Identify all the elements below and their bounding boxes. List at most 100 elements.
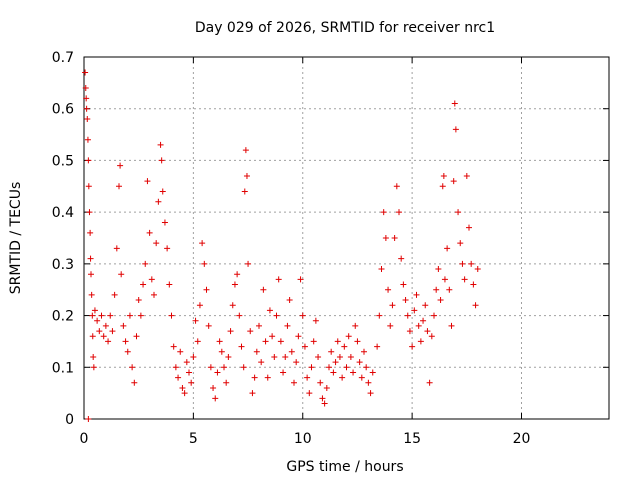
- data-point: [426, 379, 433, 386]
- data-point: [328, 348, 335, 355]
- data-point: [161, 219, 168, 226]
- data-point: [448, 322, 455, 329]
- data-point: [323, 384, 330, 391]
- data-point: [301, 343, 308, 350]
- data-point: [295, 333, 302, 340]
- y-tick-label: 0.7: [52, 50, 74, 66]
- data-point: [334, 338, 341, 345]
- data-point: [205, 322, 212, 329]
- data-point: [158, 157, 165, 164]
- data-point: [177, 348, 184, 355]
- data-point: [83, 95, 90, 102]
- data-point: [148, 276, 155, 283]
- data-point: [251, 374, 258, 381]
- data-point: [310, 338, 317, 345]
- data-point: [441, 276, 448, 283]
- data-point: [277, 338, 284, 345]
- data-point: [144, 178, 151, 185]
- data-point: [82, 85, 89, 92]
- data-point: [440, 172, 447, 179]
- data-point: [137, 312, 144, 319]
- data-point: [411, 307, 418, 314]
- data-point: [376, 312, 383, 319]
- data-point: [297, 276, 304, 283]
- data-point: [380, 209, 387, 216]
- data-point: [190, 353, 197, 360]
- data-point: [396, 209, 402, 216]
- data-point: [118, 271, 125, 278]
- data-point: [459, 260, 466, 267]
- data-point: [347, 353, 354, 360]
- data-point: [240, 364, 247, 371]
- data-point: [117, 162, 124, 169]
- data-point: [413, 291, 420, 298]
- data-point: [398, 255, 405, 262]
- data-point: [91, 307, 98, 314]
- data-point: [116, 183, 122, 190]
- data-point: [129, 364, 136, 371]
- data-point: [417, 338, 424, 345]
- data-point: [363, 364, 370, 371]
- data-point: [446, 286, 453, 293]
- data-point: [343, 364, 350, 371]
- data-point: [391, 235, 398, 241]
- data-point: [336, 353, 343, 360]
- data-point: [100, 333, 107, 340]
- x-tick-label: 20: [513, 431, 531, 447]
- data-point: [107, 312, 114, 319]
- data-point: [212, 395, 219, 402]
- data-point: [450, 178, 457, 185]
- data-point: [341, 343, 348, 350]
- data-point: [304, 374, 311, 381]
- x-tick-label: 15: [403, 431, 421, 447]
- data-point: [361, 348, 367, 355]
- data-point: [253, 348, 260, 355]
- y-tick-label: 0.4: [52, 205, 74, 221]
- data-point: [142, 260, 149, 267]
- data-point: [192, 317, 199, 324]
- data-point: [155, 198, 162, 205]
- data-point: [166, 281, 173, 288]
- data-point: [406, 328, 413, 335]
- data-point: [227, 328, 234, 335]
- data-point: [472, 302, 479, 309]
- data-point: [245, 260, 252, 267]
- data-point: [317, 379, 324, 386]
- data-point: [321, 400, 328, 407]
- data-point: [332, 359, 339, 366]
- data-point: [151, 291, 157, 298]
- data-point: [352, 322, 359, 329]
- data-point: [273, 312, 280, 319]
- data-point: [216, 338, 223, 345]
- data-point: [89, 312, 96, 319]
- data-point: [435, 266, 442, 273]
- plot-frame: [83, 56, 610, 420]
- data-point: [225, 353, 232, 360]
- data-point: [135, 297, 142, 304]
- data-point: [330, 369, 337, 376]
- data-point: [256, 322, 262, 329]
- data-point: [223, 379, 230, 386]
- data-point: [210, 384, 217, 391]
- data-point: [365, 379, 372, 386]
- x-tick-label: 0: [80, 431, 89, 447]
- data-point: [345, 333, 352, 340]
- data-point: [356, 359, 363, 366]
- data-point: [293, 359, 300, 366]
- data-point: [102, 322, 109, 329]
- data-point: [470, 281, 477, 288]
- data-point: [284, 322, 291, 329]
- data-point: [88, 291, 95, 298]
- data-point: [89, 333, 96, 340]
- data-point: [133, 333, 140, 340]
- data-point: [315, 353, 322, 360]
- data-point: [374, 343, 381, 350]
- data-point: [98, 312, 105, 319]
- data-point: [172, 364, 179, 371]
- data-point: [326, 364, 332, 371]
- data-point: [124, 348, 131, 355]
- x-tick-label: 10: [294, 431, 312, 447]
- data-point: [420, 317, 427, 324]
- data-point: [428, 333, 435, 340]
- data-point: [387, 322, 394, 329]
